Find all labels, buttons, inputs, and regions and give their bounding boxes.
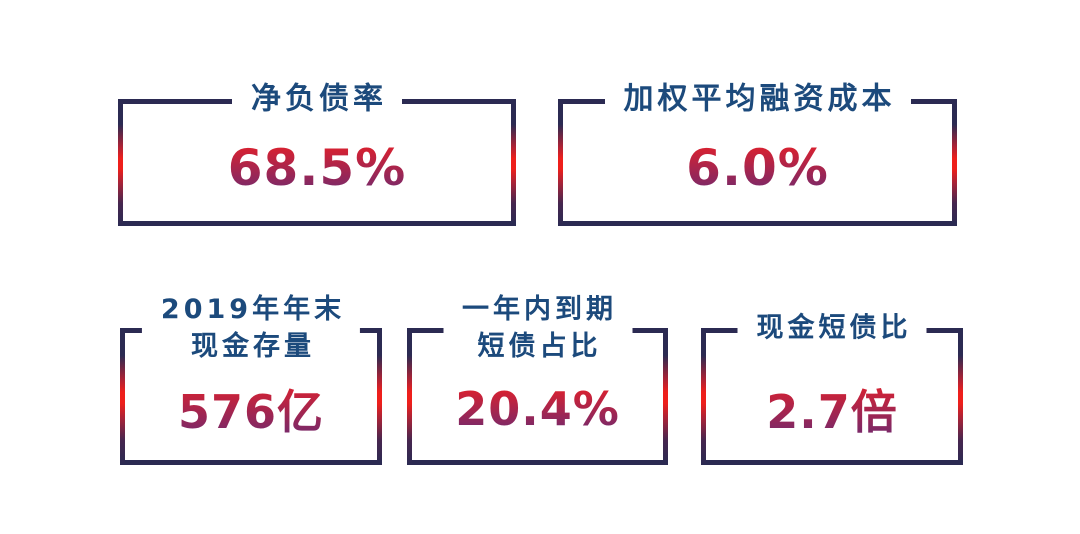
metric-value: 2.7倍 [766, 376, 898, 442]
metric-card-net-debt-ratio: 净负债率 68.5% [118, 78, 516, 226]
metric-card-short-debt-due-1y-ratio: 一年内到期 短债占比 20.4% [407, 290, 668, 465]
metric-title: 净负债率 [232, 78, 402, 120]
metric-title: 2019年年末 现金存量 [141, 290, 361, 366]
card-border-bottom [118, 221, 516, 226]
metric-title-line: 现金短债比 [756, 312, 912, 344]
card-border-bottom [120, 460, 382, 465]
metric-title: 加权平均融资成本 [604, 78, 911, 120]
card-border-left [558, 99, 563, 226]
card-border-left [407, 328, 412, 465]
metric-card-cash-reserve-2019-year-end: 2019年年末 现金存量 576亿 [120, 290, 382, 465]
card-border-left [701, 328, 706, 465]
metric-title-line: 净负债率 [251, 81, 387, 117]
card-border-bottom [407, 460, 668, 465]
metric-title: 现金短债比 [737, 309, 927, 347]
card-border-right [952, 99, 957, 226]
metric-title-line: 加权平均融资成本 [623, 81, 896, 117]
metric-title: 一年内到期 短债占比 [443, 290, 632, 366]
metric-title-line: 短债占比 [477, 331, 602, 362]
metric-card-weighted-avg-financing-cost: 加权平均融资成本 6.0% [558, 78, 957, 226]
metric-title-line: 现金存量 [191, 331, 315, 362]
card-border-right [377, 328, 382, 465]
metric-card-cash-to-short-debt-ratio: 现金短债比 2.7倍 [701, 309, 963, 465]
metric-title-line: 一年内到期 [462, 293, 617, 325]
card-border-left [120, 328, 125, 465]
metric-value: 576亿 [178, 376, 324, 442]
card-border-left [118, 99, 123, 226]
metric-title-line: 2019年年末 [160, 293, 346, 325]
card-border-bottom [701, 460, 963, 465]
metric-value: 6.0% [686, 138, 829, 197]
card-border-right [958, 328, 963, 465]
metric-value: 68.5% [227, 138, 407, 197]
card-border-bottom [558, 221, 957, 226]
metric-value: 20.4% [455, 381, 620, 436]
card-border-right [511, 99, 516, 226]
card-border-right [663, 328, 668, 465]
